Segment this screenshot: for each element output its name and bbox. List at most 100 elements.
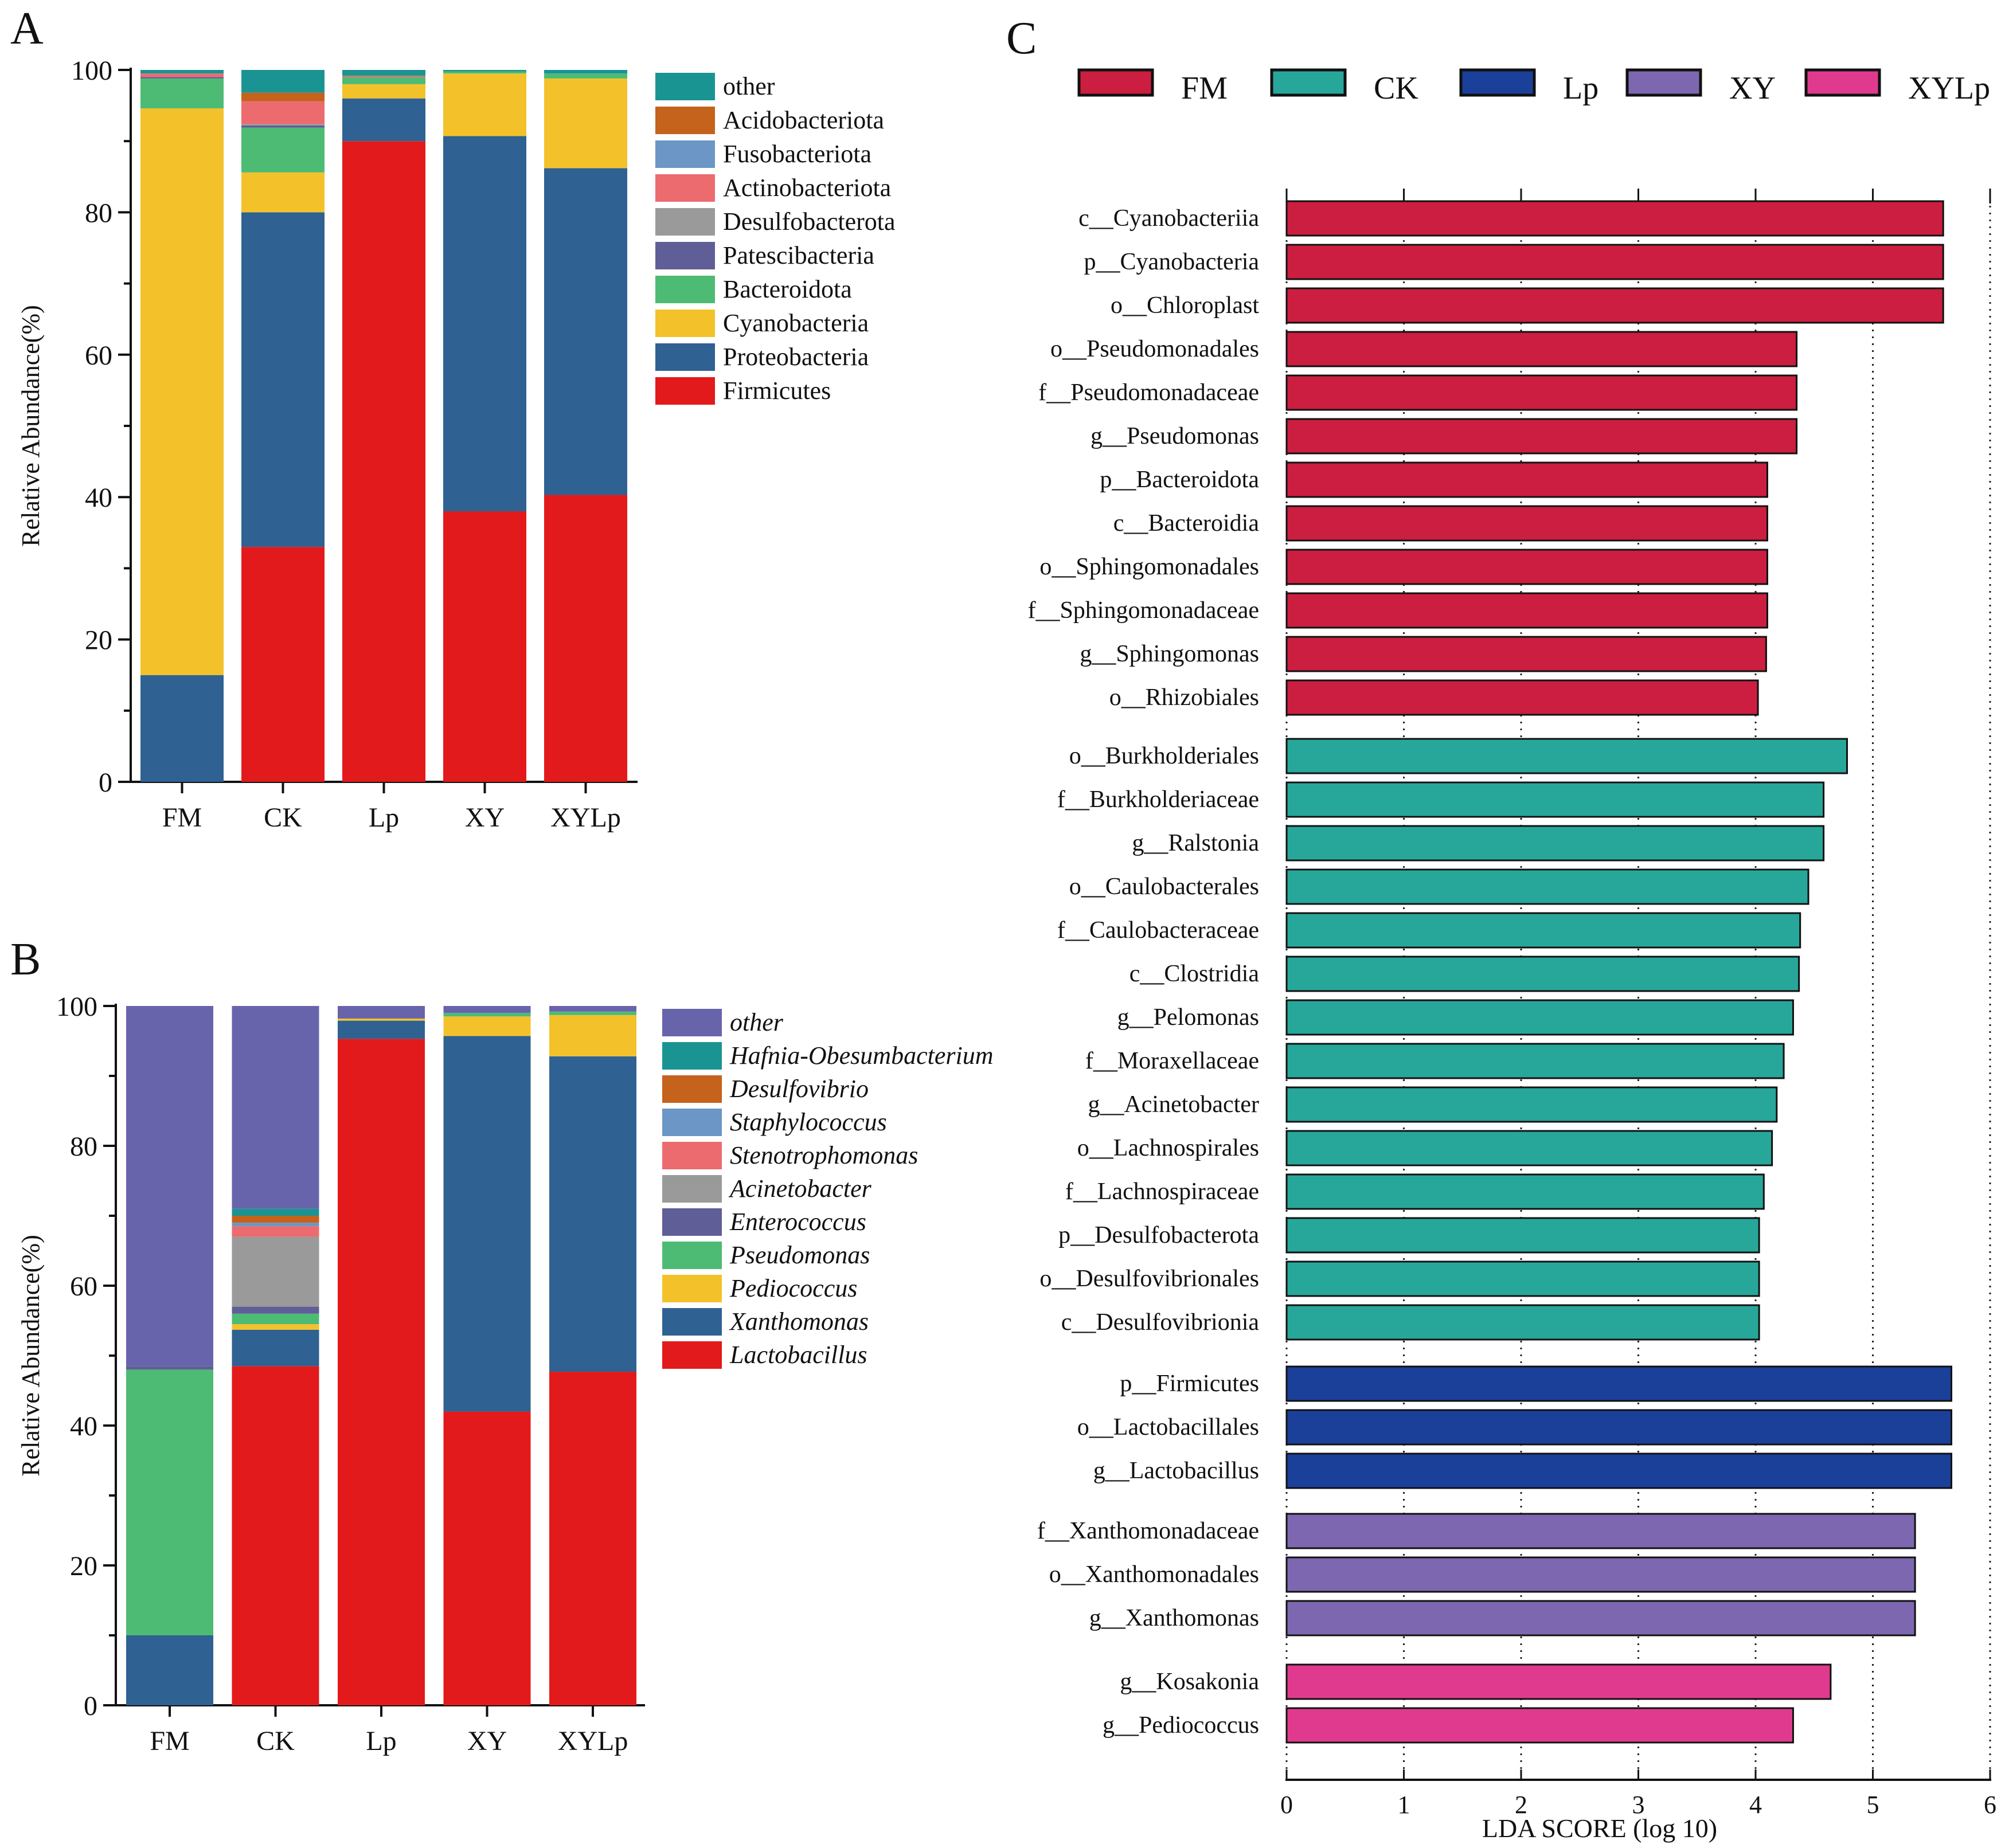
bar-segment-pediococcus: [338, 1018, 425, 1021]
legend-swatch: [662, 1242, 722, 1269]
lda-bar-label: o__Xanthomonadales: [1049, 1561, 1259, 1588]
legend-swatch: [1804, 68, 1881, 97]
lda-bar-f-sphingomonadaceae: [1285, 592, 1768, 629]
legend-swatch: [662, 1208, 722, 1236]
x-tick-label: Lp: [366, 1726, 396, 1756]
panel-a-chart: 0 20 40 60 80 100 Relative Abundance(%) FM CK Lp X…: [17, 56, 896, 833]
legend-swatch: [1459, 68, 1536, 97]
lda-bar-g-xanthomonas: [1285, 1600, 1916, 1636]
lda-bar-label: f__Moraxellaceae: [1085, 1048, 1259, 1074]
lda-bar-label: f__Xanthomonadaceae: [1037, 1518, 1259, 1544]
y-tick-label: 0: [99, 768, 112, 798]
x-tick-label: CK: [264, 802, 302, 833]
bar-segment-enterococcus: [126, 1366, 213, 1370]
lda-bar-label: p__Bacteroidota: [1100, 467, 1259, 493]
bar-segment-lactobacillus: [232, 1366, 319, 1705]
lda-bar-label: c__Bacteroidia: [1113, 510, 1260, 537]
legend-swatch: [655, 276, 715, 303]
bar-segment-proteobacteria: [241, 212, 325, 547]
y-tick-label: 40: [70, 1411, 97, 1442]
bar-segment-proteobacteria: [443, 136, 526, 512]
legend-swatch: [655, 208, 715, 236]
legend-label: Lactobacillus: [729, 1341, 867, 1369]
legend-label: Hafnia-Obesumbacterium: [729, 1042, 994, 1070]
lda-bar-g-sphingomonas: [1285, 636, 1767, 672]
legend-swatch: [662, 1009, 722, 1036]
legend-label: Proteobacteria: [723, 343, 869, 371]
bar-segment-xanthomonas: [232, 1329, 319, 1367]
x-tick-label: FM: [162, 802, 202, 833]
x-tick-label: 6: [1984, 1791, 1996, 1819]
x-tick-label: XY: [467, 1726, 507, 1756]
y-tick-label: 60: [70, 1271, 97, 1302]
bar-segment-other: [443, 1006, 531, 1013]
x-tick-label: 1: [1398, 1791, 1410, 1819]
lda-bar-o-xanthomonadales: [1285, 1556, 1916, 1593]
legend-swatch: [662, 1142, 722, 1169]
bar-segment-proteobacteria: [342, 98, 425, 142]
y-axis-title: Relative Abundance(%): [17, 305, 45, 547]
bar-segment-proteobacteria: [544, 168, 627, 495]
bar-segment-firmicutes: [241, 547, 325, 782]
y-tick-label: 0: [84, 1691, 97, 1721]
bar-segment-other: [338, 1006, 425, 1019]
lda-bar-label: o__Lachnospirales: [1077, 1135, 1259, 1161]
legend-swatch: [655, 140, 715, 168]
legend-label: Lp: [1563, 71, 1598, 106]
legend-label: Cyanobacteria: [723, 309, 869, 337]
bar-segment-stenotrophomonas: [232, 1226, 319, 1237]
legend-swatch: [662, 1042, 722, 1070]
legend-swatch: [1625, 68, 1702, 97]
bar-segment-other: [342, 70, 425, 76]
bar-segment-other: [241, 70, 325, 93]
legend-swatch: [655, 242, 715, 269]
bar-segment-desulfovibrio: [232, 1216, 319, 1223]
legend-label: Fusobacteriota: [723, 140, 871, 168]
lda-bar-label: o__Desulfovibrionales: [1039, 1266, 1259, 1292]
lda-bar-o-desulfovibrionales: [1285, 1260, 1760, 1297]
legend-label: Bacteroidota: [723, 275, 852, 303]
lda-bar-c-bacteroidia: [1285, 505, 1768, 542]
lda-bar-g-ralstonia: [1285, 825, 1825, 862]
legend-label: Pseudomonas: [729, 1241, 870, 1269]
bar-segment-lactobacillus: [443, 1411, 531, 1705]
lda-bar-g-pediococcus: [1285, 1707, 1794, 1744]
legend-swatch: [662, 1075, 722, 1103]
lda-bar-label: o__Sphingomonadales: [1039, 554, 1259, 580]
lda-bar-label: o__Rhizobiales: [1109, 684, 1259, 711]
bar-segment-cyanobacteria: [241, 172, 325, 213]
legend-swatch: [655, 343, 715, 371]
lda-bar-label: f__Lachnospiraceae: [1065, 1179, 1259, 1205]
legend-swatch: [655, 174, 715, 202]
legend-label: Actinobacteriota: [723, 174, 891, 202]
legend-label: Patescibacteria: [723, 241, 874, 269]
lda-bar-label: g__Sphingomonas: [1080, 641, 1259, 667]
bar-segment-other: [140, 70, 224, 74]
bar-segment-other: [443, 70, 526, 72]
bar-segment-pediococcus: [232, 1324, 319, 1330]
bar-segment-cyanobacteria: [544, 78, 627, 169]
x-tick-label: 0: [1280, 1791, 1293, 1819]
lda-bar-p-desulfobacterota: [1285, 1217, 1760, 1254]
bar-segment-other: [232, 1006, 319, 1209]
bar-segment-other: [544, 70, 627, 74]
panel-label-c: C: [1006, 13, 1037, 64]
lda-bar-f-burkholderiaceae: [1285, 781, 1825, 818]
panel-b-chart: 0 20 40 60 80 100 Relative Abundance(%) FM CK Lp X…: [17, 992, 994, 1756]
lda-bar-p-cyanobacteria: [1285, 244, 1944, 280]
lda-bar-o-sphingomonadales: [1285, 549, 1768, 585]
legend-label: Acidobacteriota: [723, 106, 884, 134]
bar-segment-lactobacillus: [338, 1039, 425, 1705]
lda-bar-label: o__Caulobacterales: [1069, 874, 1259, 900]
lda-bar-c-clostridia: [1285, 956, 1800, 992]
x-tick-label: 4: [1749, 1791, 1762, 1819]
bar-segment-actinobacteriota: [241, 101, 325, 124]
legend-swatch: [655, 73, 715, 100]
y-tick-label: 20: [85, 625, 112, 656]
bar-segment-proteobacteria: [140, 675, 224, 782]
panel-label-a: A: [10, 3, 44, 54]
lda-bar-o-caulobacterales: [1285, 868, 1809, 905]
bar-segment-bacteroidota: [342, 77, 425, 84]
legend-label: Desulfovibrio: [729, 1075, 869, 1103]
bar-segment-firmicutes: [544, 495, 627, 782]
